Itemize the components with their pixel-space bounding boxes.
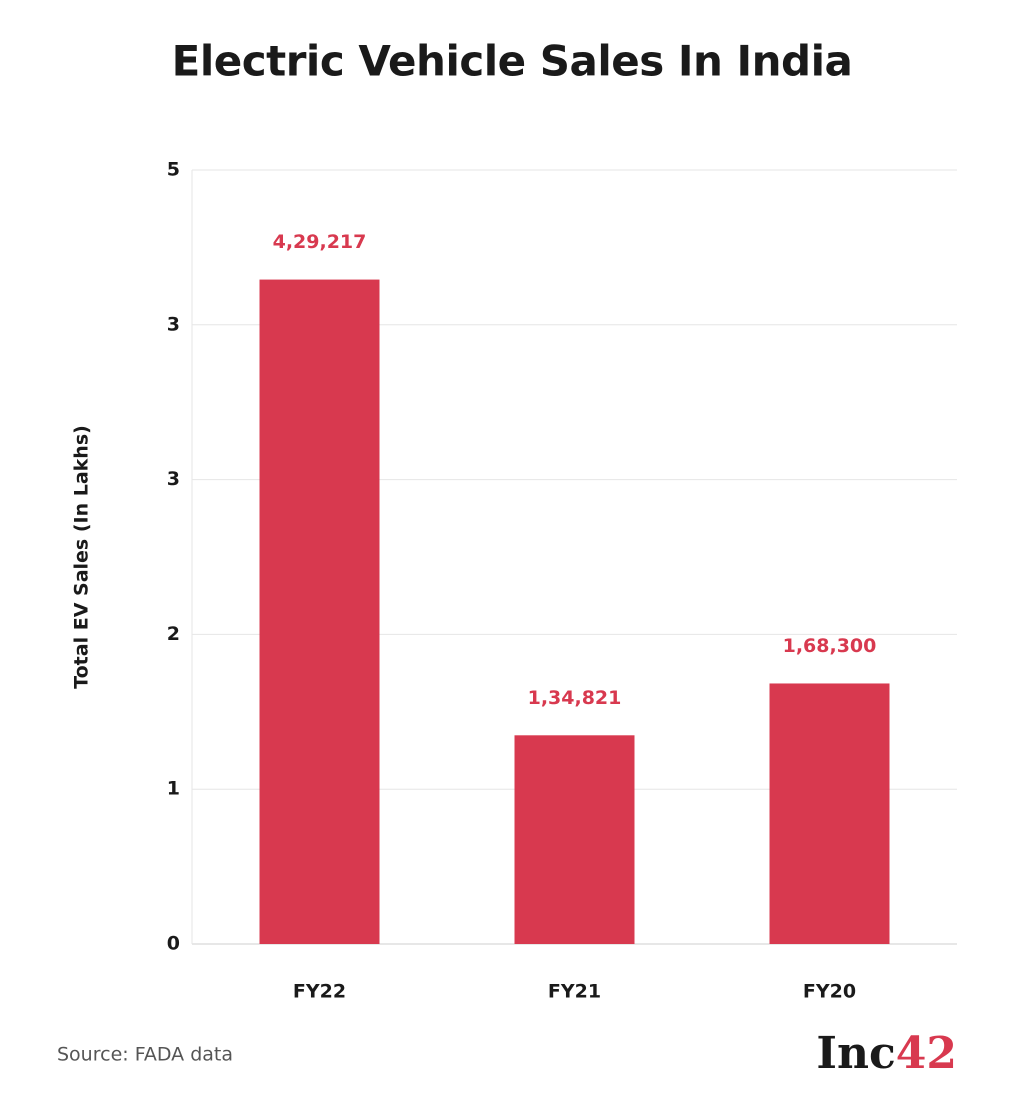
y-tick-label: 3: [167, 468, 180, 490]
x-tick-label: FY22: [293, 981, 346, 1003]
y-tick-label: 2: [167, 623, 180, 645]
y-axis-label: Total EV Sales (In Lakhs): [71, 425, 93, 689]
x-tick-label: FY20: [803, 981, 856, 1003]
value-label: 1,34,821: [528, 687, 622, 709]
logo: Inc42: [816, 1028, 957, 1079]
y-tick-label: 3: [167, 313, 180, 335]
bar: [514, 735, 635, 944]
source: Source: FADA data: [57, 1044, 233, 1066]
x-tick-label: FY21: [548, 981, 601, 1003]
y-tick-label: 0: [167, 933, 180, 955]
y-tick-label: 5: [167, 159, 180, 181]
y-tick-label: 1: [167, 778, 180, 800]
value-label: 1,68,300: [783, 635, 877, 657]
chart-title: Electric Vehicle Sales In India: [172, 37, 853, 86]
logo-number: 42: [896, 1028, 957, 1079]
logo-text: Inc: [816, 1028, 895, 1079]
bar: [769, 683, 890, 944]
value-label: 4,29,217: [273, 231, 367, 253]
bar: [259, 279, 380, 944]
